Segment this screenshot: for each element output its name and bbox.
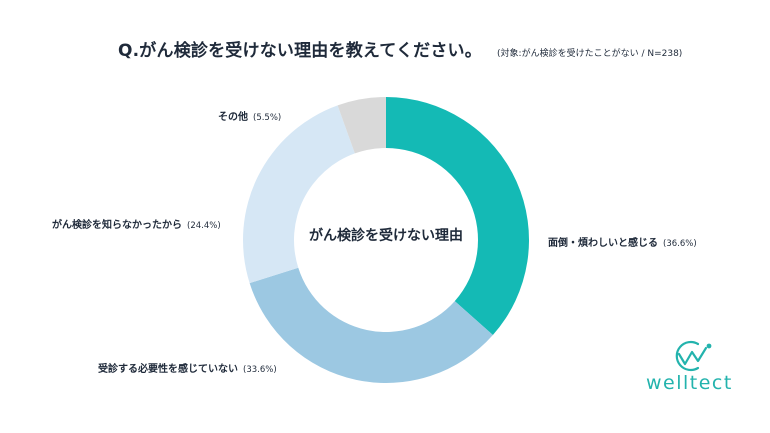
donut-slice-2	[249, 267, 493, 383]
center-label: がん検診を受けない理由	[309, 227, 463, 244]
donut-slice-1	[386, 97, 529, 335]
logo-text: welltect	[646, 372, 733, 394]
slice-label-4: その他 (5.5%)	[218, 110, 281, 123]
slice-label-1: 面倒・煩わしいと感じる (36.6%)	[548, 236, 697, 249]
question-text: Q.がん検診を受けない理由を教えてください。	[118, 41, 482, 61]
slice-label-2: 受診する必要性を感じていない (33.6%)	[98, 362, 277, 375]
slice-label-3: がん検診を知らなかったから (24.4%)	[52, 218, 221, 231]
donut-slice-3	[243, 105, 355, 284]
welltect-logo-icon	[675, 340, 712, 372]
respondent-note: (対象:がん検診を受けたことがない / N=238)	[497, 49, 683, 59]
chart-title: Q.がん検診を受けない理由を教えてください。 (対象:がん検診を受けたことがない…	[118, 36, 682, 61]
donut-slice-4	[337, 97, 386, 154]
